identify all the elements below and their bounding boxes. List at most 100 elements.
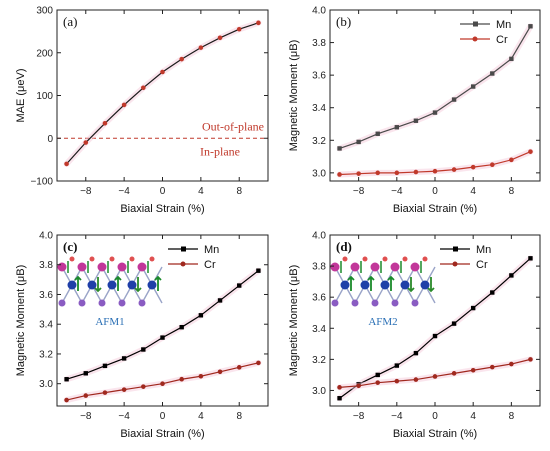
x-tick-label: 8 (236, 411, 242, 422)
data-point-mn (413, 350, 419, 356)
y-tick-label: 3.4 (312, 324, 326, 335)
panel-b: −8 −4 0 4 8 3.0 3.2 3.4 3.6 3.8 4.0 Biaxial Strain … (288, 6, 541, 215)
data-point-mn (490, 290, 495, 295)
data-point-mn (528, 256, 533, 261)
atom-bottom (331, 299, 339, 307)
spin-arrow (154, 275, 162, 291)
y-axis-label: Magnetic Moment (μB) (288, 40, 300, 151)
atom-middle (340, 280, 350, 290)
data-point-mn (413, 118, 419, 123)
y-tick-label: 3.2 (312, 136, 326, 147)
atom-top (330, 262, 340, 272)
x-tick-label: −4 (118, 186, 130, 197)
atom-bottom (371, 299, 379, 307)
x-tick-label: 4 (470, 411, 476, 422)
x-tick-label: −8 (353, 411, 365, 422)
y-tick-label: 0 (47, 134, 53, 145)
data-point-cr (528, 149, 533, 154)
data-point-cr (451, 371, 457, 376)
data-point-mn (121, 356, 127, 361)
x-tick-label: 8 (509, 186, 515, 197)
data-point-mn (179, 324, 184, 330)
data-point-mn (394, 125, 400, 130)
data-point-cr (509, 361, 514, 367)
x-tick-label: 0 (160, 411, 166, 422)
legend-label-cr: Cr (496, 34, 508, 46)
atom-small (382, 256, 388, 262)
panel-label: (c) (63, 239, 77, 254)
atom-small (342, 256, 348, 262)
x-tick-label: 0 (432, 186, 438, 197)
data-point-mn (141, 347, 146, 352)
data-point-mn (394, 363, 400, 368)
y-tick-label: 3.0 (312, 168, 326, 179)
y-tick-label: 4.0 (39, 231, 53, 242)
x-axis-label: Biaxial Strain (%) (120, 203, 204, 215)
data-point-mn (470, 305, 476, 311)
data-point-mae (160, 69, 165, 75)
atom-middle (380, 280, 390, 290)
data-point-cr (375, 170, 381, 176)
x-tick-label: −8 (80, 411, 92, 422)
legend-label-mn: Mn (496, 19, 511, 31)
y-tick-label: 100 (36, 91, 53, 102)
data-point-cr (528, 357, 533, 362)
data-point-mn (217, 298, 223, 303)
data-point-cr (121, 387, 127, 392)
atom-bottom (78, 299, 86, 307)
y-tick-label: 3.2 (312, 355, 326, 366)
structure-label: AFM1 (95, 316, 124, 328)
panel-c: AFM1 −8 −4 0 4 8 3.0 3.2 3.4 3.6 3.8 4.0 Biaxial Str… (15, 231, 269, 440)
atom-small (129, 256, 135, 262)
data-point-mae (83, 140, 89, 145)
legend-marker-cr (452, 261, 458, 267)
y-tick-label: 3.6 (39, 290, 53, 301)
atom-middle (67, 280, 77, 290)
data-point-cr (160, 381, 165, 386)
y-tick-label: 3.4 (39, 320, 53, 331)
y-tick-label: −100 (30, 177, 53, 188)
data-point-mn (509, 56, 514, 62)
x-tick-label: −4 (391, 411, 403, 422)
spin-arrow (114, 275, 122, 291)
data-point-cr (141, 384, 146, 389)
data-point-cr (375, 380, 381, 385)
x-axis-label: Biaxial Strain (%) (120, 428, 204, 440)
annotation-in-plane: In-plane (200, 144, 240, 158)
data-point-mae (236, 26, 242, 32)
atom-top (97, 262, 107, 272)
atom-bottom (391, 299, 399, 307)
data-point-mae (64, 161, 69, 167)
data-point-cr (83, 393, 89, 398)
atom-middle (360, 280, 370, 290)
data-point-cr (356, 171, 361, 176)
data-point-mn (356, 139, 361, 145)
y-tick-label: 3.8 (312, 262, 326, 273)
atom-bottom (138, 299, 146, 307)
structure-label: AFM2 (368, 316, 397, 328)
data-point-mn (83, 371, 88, 376)
y-tick-label: 3.0 (39, 379, 53, 390)
legend-marker-cr (180, 261, 186, 267)
data-point-cr (489, 162, 495, 168)
legend-marker-mn (181, 246, 186, 252)
data-point-mn (432, 110, 438, 115)
data-point-mae (121, 102, 127, 108)
data-point-cr (256, 360, 261, 366)
atom-small (89, 256, 95, 262)
data-point-mn (237, 283, 242, 288)
data-point-mn (451, 321, 457, 326)
x-tick-label: 4 (198, 411, 204, 422)
atom-small (69, 256, 75, 262)
atom-top (117, 262, 127, 272)
atom-middle (147, 280, 157, 290)
data-point-cr (198, 373, 204, 379)
panel-a: Out-of-plane In-plane −8 −4 0 4 8 −100 0 100 200 30… (15, 6, 269, 215)
series-highlight (63, 19, 262, 167)
data-point-cr (451, 167, 457, 172)
y-tick-label: 300 (36, 6, 53, 17)
data-point-mae (141, 85, 146, 91)
data-point-mn (64, 377, 69, 382)
atom-small (109, 256, 115, 262)
y-tick-label: 3.6 (312, 293, 326, 304)
